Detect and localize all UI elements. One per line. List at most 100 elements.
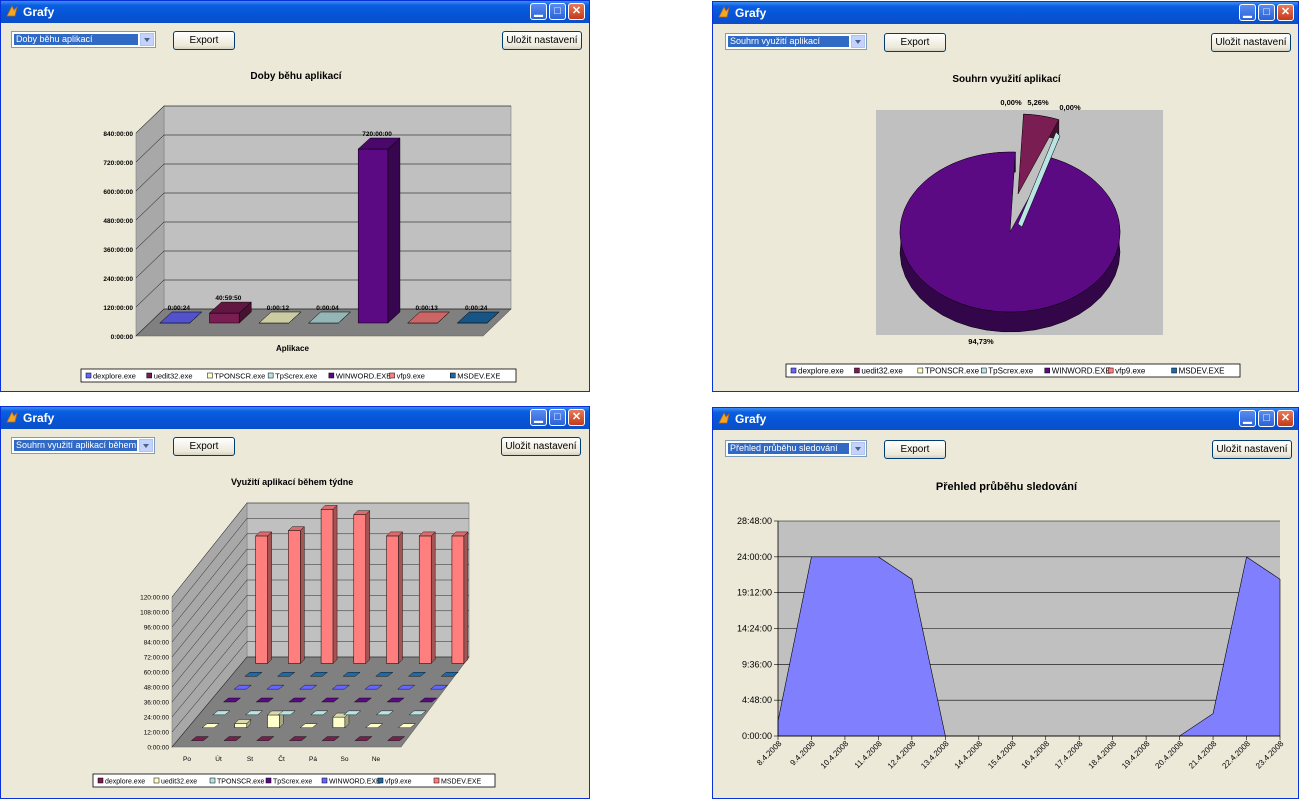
bar-flat (397, 684, 416, 690)
export-button[interactable]: Export (884, 440, 946, 459)
title-bar[interactable]: Grafy ▁ □ ✕ (713, 2, 1298, 24)
bar-flat (299, 684, 318, 690)
x-tick-label: 20.4.2008 (1153, 739, 1185, 771)
x-tick-label: 16.4.2008 (1020, 739, 1052, 771)
legend-swatch (854, 367, 860, 374)
y-tick-label: 240:00:00 (103, 276, 133, 283)
x-tick-label: 15.4.2008 (986, 739, 1018, 771)
close-button[interactable]: ✕ (1277, 4, 1294, 21)
title-bar[interactable]: Grafy ▁ □ ✕ (713, 408, 1298, 430)
y-tick-label: 24:00:00 (144, 715, 170, 722)
save-settings-button[interactable]: Uložit nastavení (502, 31, 582, 50)
export-button[interactable]: Export (173, 31, 235, 50)
maximize-button[interactable]: □ (549, 3, 566, 20)
chart-type-select[interactable]: Přehled průběhu sledování (725, 440, 867, 457)
x-tick-label: Pá (309, 756, 317, 763)
chart-type-value: Souhrn využití aplikací (728, 36, 849, 47)
bar (320, 509, 334, 664)
gridline (135, 105, 511, 134)
minimize-button[interactable]: ▁ (1239, 4, 1256, 21)
maximize-button[interactable]: □ (1258, 410, 1275, 427)
title-bar[interactable]: Grafy ▁ □ ✕ (1, 407, 589, 429)
bar-flat (222, 697, 242, 703)
bar (332, 716, 346, 728)
save-settings-button[interactable]: Uložit nastavení (1211, 33, 1291, 52)
save-settings-button[interactable]: Uložit nastavení (501, 437, 581, 456)
close-button[interactable]: ✕ (568, 3, 585, 20)
bar (386, 535, 399, 664)
legend-swatch (209, 777, 216, 784)
bar-flat (309, 672, 328, 677)
legend-box (80, 368, 517, 383)
chevron-down-icon[interactable] (851, 35, 865, 48)
bar-top (255, 531, 273, 537)
bar-side (332, 504, 338, 664)
close-button[interactable]: ✕ (568, 409, 585, 426)
x-tick-label: 17.4.2008 (1053, 739, 1085, 771)
export-button[interactable]: Export (884, 33, 946, 52)
data-label: 0:00:24 (168, 305, 191, 312)
chevron-down-icon[interactable] (851, 442, 865, 455)
bar-top (456, 311, 500, 324)
legend-label: WINWORD.EXE (1052, 367, 1111, 376)
maximize-button[interactable]: □ (1258, 4, 1275, 21)
data-label: 94,73% (968, 337, 994, 346)
bar-flat (386, 697, 405, 703)
bar-flat (288, 736, 308, 741)
y-tick-label: 9:36:00 (742, 659, 772, 669)
bar-side (431, 531, 436, 664)
bar-flat (407, 672, 427, 677)
y-tick-label: 600:00:00 (103, 189, 133, 196)
x-tick-label: 13.4.2008 (919, 739, 951, 771)
bar-top (307, 311, 352, 324)
gridline (135, 134, 511, 163)
chevron-down-icon[interactable] (140, 33, 154, 46)
window-tracking-overview: Grafy ▁ □ ✕ Přehled průběhu sledování Ex… (712, 407, 1299, 799)
side-wall (135, 105, 165, 337)
chevron-down-icon[interactable] (139, 439, 153, 452)
minimize-button[interactable]: ▁ (1239, 410, 1256, 427)
chart-type-select[interactable]: Souhrn využití aplikací během t (11, 437, 155, 454)
gridline (171, 502, 469, 598)
bar-side (398, 531, 403, 664)
bar-side (365, 510, 370, 664)
legend-label: uedit32.exe (161, 779, 197, 786)
minimize-button[interactable]: ▁ (530, 409, 547, 426)
title-bar[interactable]: Grafy ▁ □ ✕ (1, 1, 589, 23)
legend-swatch (265, 777, 272, 784)
data-label: 720:00:00 (362, 131, 392, 138)
minimize-button[interactable]: ▁ (530, 3, 547, 20)
chart-title: Přehled průběhu sledování (935, 481, 1078, 493)
bar-flat (440, 672, 459, 677)
legend-label: TpScrex.exe (273, 779, 312, 786)
legend-label: dexplore.exe (105, 779, 145, 786)
export-button[interactable]: Export (173, 437, 235, 456)
y-tick-label: 36:00:00 (144, 700, 170, 707)
chart-type-select[interactable]: Souhrn využití aplikací (725, 33, 867, 50)
maximize-button[interactable]: □ (549, 409, 566, 426)
chart-type-select[interactable]: Doby běhu aplikací (11, 31, 156, 48)
legend-label: TPONSCR.exe (214, 372, 265, 381)
y-tick-label: 360:00:00 (103, 247, 133, 254)
bar (267, 714, 280, 728)
x-tick-label: 8.4.2008 (755, 739, 784, 768)
bar-flat (288, 697, 307, 703)
back-wall (163, 105, 512, 310)
bar-flat (244, 710, 264, 716)
bar-flat (321, 697, 340, 703)
data-label: 5,26% (1027, 98, 1049, 107)
x-tick-label: 14.4.2008 (953, 739, 985, 771)
window-title: Grafy (23, 411, 55, 425)
pie-slice (1017, 113, 1060, 195)
legend-swatch (377, 777, 384, 784)
window-title: Grafy (735, 6, 767, 20)
bar-flat (375, 672, 394, 677)
x-tick-label: St (247, 756, 253, 763)
legend-swatch (1044, 367, 1050, 374)
y-tick-label: 96:00:00 (144, 625, 170, 632)
bar-flat (321, 736, 340, 741)
window-weekly-usage: Grafy ▁ □ ✕ Souhrn využití aplikací běhe… (0, 406, 590, 799)
y-tick-label: 72:00:00 (144, 655, 170, 662)
close-button[interactable]: ✕ (1277, 410, 1294, 427)
save-settings-button[interactable]: Uložit nastavení (1212, 440, 1292, 459)
